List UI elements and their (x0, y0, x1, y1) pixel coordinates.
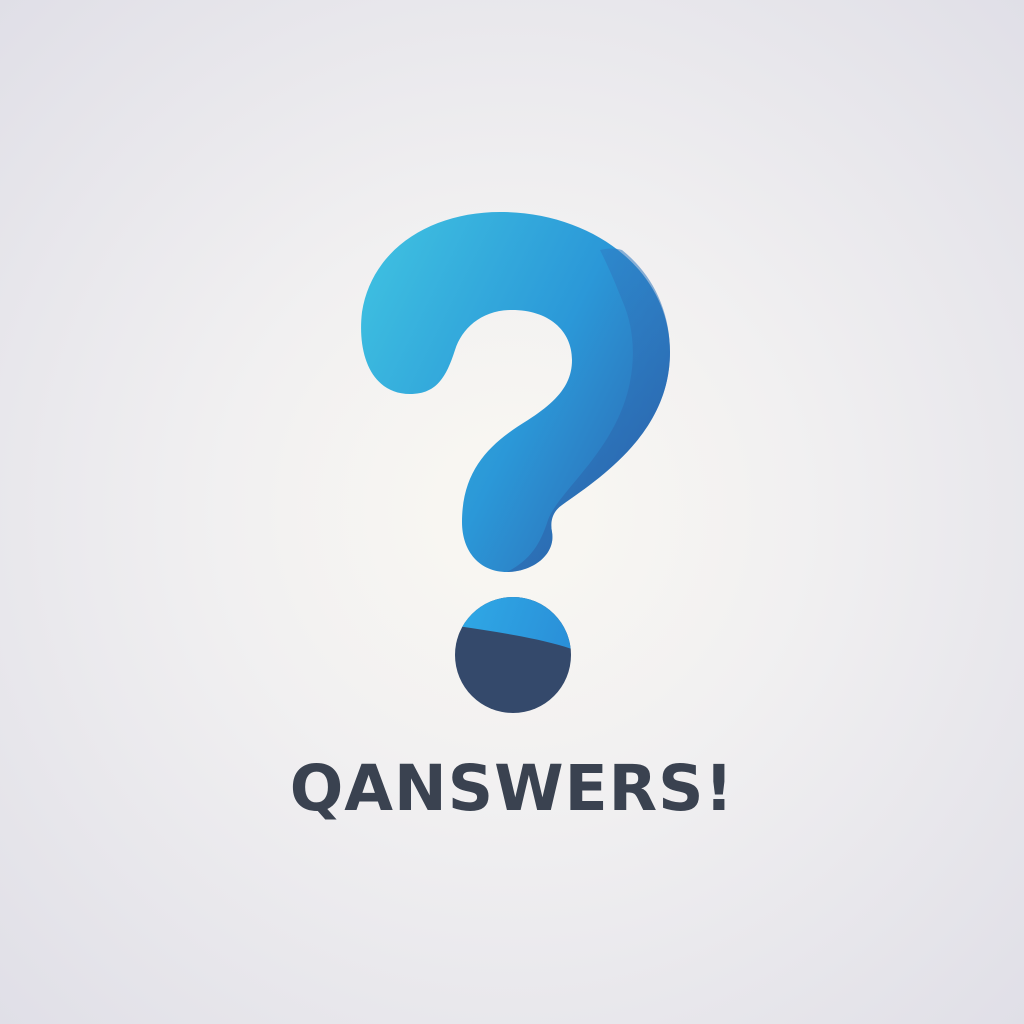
question-hook-shade (507, 248, 670, 572)
question-dot (455, 597, 571, 713)
brand-wordmark: QANSWERS! (289, 752, 735, 825)
